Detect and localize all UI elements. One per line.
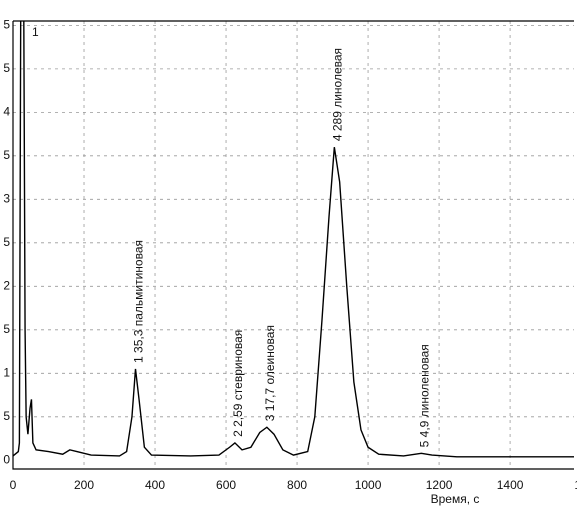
y-tick-label: 5: [3, 148, 10, 162]
y-tick-label: 5: [3, 322, 10, 336]
y-tick-label: 5: [3, 409, 10, 423]
x-tick-label: 1400: [497, 478, 524, 492]
x-tick-label: 16: [574, 478, 577, 492]
y-tick-label: 2: [3, 278, 10, 292]
x-tick-label: 1000: [355, 478, 382, 492]
x-tick-label: 600: [216, 478, 236, 492]
y-tick-label: 5: [3, 61, 10, 75]
peak-label: 2 2,59 стевриновая: [231, 330, 245, 437]
plot-area: [13, 21, 574, 458]
y-tick-label: 0: [3, 452, 10, 466]
x-axis-label: Время, с: [431, 492, 480, 506]
y-tick-label: 4: [3, 105, 10, 119]
peak-label: 5 4,9 линоленовая: [417, 344, 431, 447]
peak-label: 4 289 линолевая: [331, 48, 345, 141]
x-tick-label: 800: [287, 478, 307, 492]
x-tick-label: 200: [74, 478, 94, 492]
peak-label: 3 17,7 олеиновая: [263, 325, 277, 421]
x-tick-label: 0: [10, 478, 17, 492]
peak-label: 1 35,3 пальмитиновая: [132, 240, 146, 363]
plot-frame: [12, 20, 574, 470]
signal-line: [13, 21, 574, 458]
x-tick-label: 1200: [426, 478, 453, 492]
y-tick-label: 1: [3, 365, 10, 379]
y-tick-label: 5: [3, 18, 10, 32]
y-tick-label: 5: [3, 235, 10, 249]
legend-label: 1: [32, 25, 39, 39]
y-tick-label: 3: [3, 192, 10, 206]
x-tick-label: 400: [145, 478, 165, 492]
